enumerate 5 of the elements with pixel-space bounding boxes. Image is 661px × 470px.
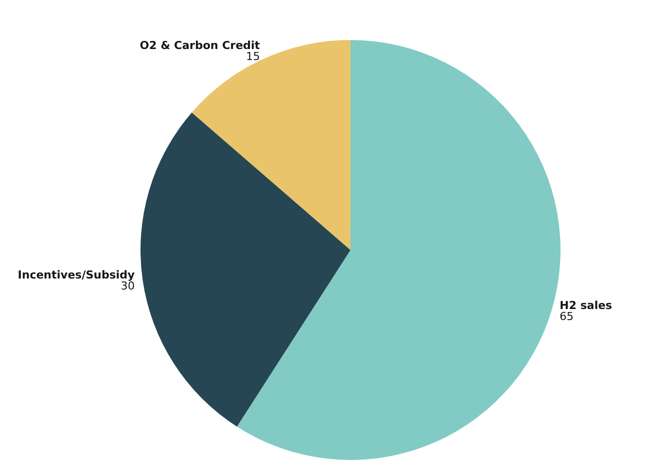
slice-label: O2 & Carbon Credit: [140, 39, 260, 52]
slice-label: Incentives/Subsidy: [18, 268, 135, 282]
data-label: 15: [246, 50, 260, 64]
slice-label: H2 sales: [560, 298, 613, 312]
data-label: 65: [560, 310, 574, 323]
